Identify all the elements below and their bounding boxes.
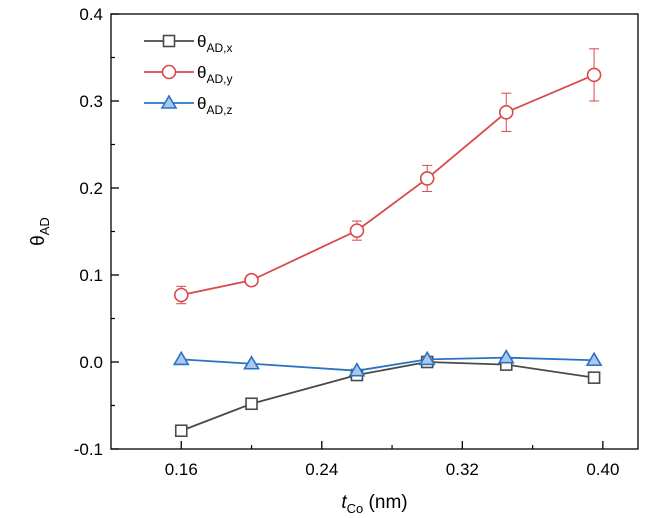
x-tick-label: 0.40 bbox=[586, 460, 619, 479]
legend-label-main: θ bbox=[197, 63, 206, 82]
x-axis-title: tCo (nm) bbox=[341, 492, 407, 516]
data-point bbox=[244, 272, 259, 288]
data-point bbox=[243, 355, 260, 370]
plot-frame bbox=[110, 13, 639, 450]
data-point bbox=[585, 351, 603, 367]
y-axis-title-main: θ bbox=[28, 235, 49, 246]
y-minor-ticks bbox=[111, 56, 115, 407]
series-circle bbox=[173, 48, 602, 305]
legend-label-main: θ bbox=[197, 32, 206, 51]
legend-marker bbox=[162, 34, 176, 48]
data-point bbox=[348, 362, 366, 377]
data-point bbox=[498, 105, 514, 120]
plot-series bbox=[172, 48, 603, 438]
legend-label: θAD,y bbox=[197, 63, 232, 86]
x-axis-title-italic: t bbox=[341, 492, 347, 513]
data-point bbox=[349, 223, 365, 238]
data-point bbox=[419, 171, 435, 186]
x-axis-title-sub: Co bbox=[347, 501, 364, 516]
data-point bbox=[172, 350, 190, 366]
series-triangle bbox=[172, 349, 603, 377]
y-axis-title: θAD bbox=[28, 217, 52, 246]
series-square bbox=[174, 355, 601, 438]
data-point bbox=[245, 397, 258, 411]
data-point bbox=[497, 349, 515, 364]
legend-label-main: θ bbox=[197, 94, 206, 113]
series-line bbox=[180, 361, 595, 432]
y-tick-label: 0.3 bbox=[79, 92, 103, 111]
legend-label-sub: AD,y bbox=[206, 72, 232, 86]
y-tick-label: 0.2 bbox=[79, 179, 103, 198]
legend-label: θAD,x bbox=[197, 32, 232, 55]
series-line bbox=[181, 74, 595, 296]
y-tick-label: 0.4 bbox=[79, 5, 103, 24]
x-tick-label: 0.16 bbox=[165, 460, 198, 479]
legend-item: θAD,x bbox=[144, 32, 232, 55]
legend-label-sub: AD,x bbox=[206, 41, 232, 55]
y-tick-label: 0.0 bbox=[79, 353, 103, 372]
x-axis-ticks: 0.16 0.24 0.32 0.40 bbox=[165, 441, 619, 479]
legend-item: θAD,z bbox=[144, 94, 232, 117]
x-tick-label: 0.24 bbox=[305, 460, 338, 479]
legend-marker bbox=[160, 94, 178, 109]
data-point bbox=[586, 67, 602, 83]
data-point bbox=[418, 350, 436, 366]
y-axis-title-sub: AD bbox=[37, 217, 52, 235]
legend-marker bbox=[161, 64, 177, 80]
x-axis-title-rest: (nm) bbox=[363, 492, 407, 513]
data-point bbox=[173, 287, 189, 303]
data-point bbox=[174, 424, 188, 438]
legend-item: θAD,y bbox=[144, 63, 232, 86]
legend-label-sub: AD,z bbox=[206, 103, 232, 117]
y-tick-label: 0.1 bbox=[79, 266, 103, 285]
x-tick-label: 0.32 bbox=[446, 460, 479, 479]
legend-label: θAD,z bbox=[197, 94, 232, 117]
data-point bbox=[587, 371, 601, 384]
series-line bbox=[181, 356, 595, 372]
y-tick-label: -0.1 bbox=[74, 440, 103, 459]
